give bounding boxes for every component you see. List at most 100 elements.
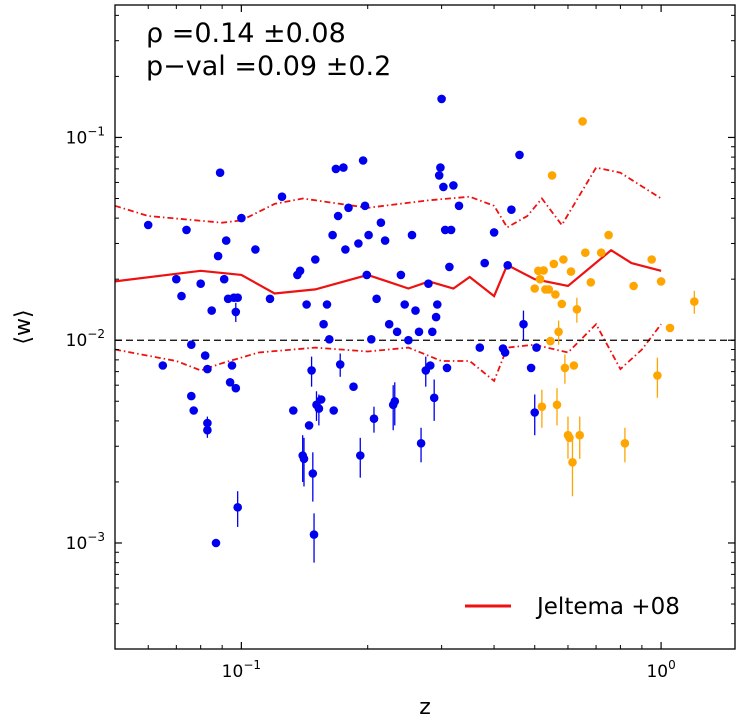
data-point-s1-32 xyxy=(656,277,666,286)
data-point-s0-45 xyxy=(319,319,328,329)
data-point-s1-8 xyxy=(547,171,557,180)
pval-annotation: p−val =0.09 ±0.2 xyxy=(146,51,391,82)
data-point-s0-103 xyxy=(515,150,524,160)
data-point-s1-10 xyxy=(551,290,560,299)
data-point-s0-82 xyxy=(428,327,437,337)
data-point-s0-96 xyxy=(475,343,485,352)
data-point-s0-86 xyxy=(434,171,444,180)
data-point-s0-40 xyxy=(309,530,319,539)
data-point-s0-78 xyxy=(416,439,426,448)
data-point-s0-64 xyxy=(369,414,379,424)
data-point-s0-31 xyxy=(289,406,298,415)
line-upper-bound xyxy=(114,166,662,229)
data-point-s0-14 xyxy=(211,538,221,548)
data-point-s0-21 xyxy=(227,361,237,370)
data-point-s0-71 xyxy=(392,327,402,337)
data-point-s0-87 xyxy=(436,163,445,172)
data-point-s0-72 xyxy=(396,270,406,280)
data-point-s1-7 xyxy=(546,336,555,346)
plot-frame xyxy=(114,4,736,650)
data-point-s0-27 xyxy=(237,213,246,223)
data-point-s1-11 xyxy=(552,400,562,410)
data-point-s0-93 xyxy=(446,225,456,235)
data-point-s0-49 xyxy=(329,406,339,415)
data-point-s0-3 xyxy=(177,291,186,301)
data-point-s0-61 xyxy=(362,270,372,280)
data-point-s0-88 xyxy=(437,94,446,104)
data-point-s0-16 xyxy=(215,168,225,177)
data-point-s0-76 xyxy=(411,306,420,315)
axis-ticks: 10−1 100 10−3 10−2 10−1 xyxy=(66,5,735,682)
data-point-s0-89 xyxy=(439,182,448,192)
data-point-s1-9 xyxy=(549,259,559,269)
legend-label: Jeltema +08 xyxy=(535,594,680,620)
x-tick-label: 100 xyxy=(646,658,675,682)
data-point-s0-50 xyxy=(331,164,341,174)
data-point-s0-107 xyxy=(532,343,541,352)
data-point-s0-11 xyxy=(203,425,212,435)
data-point-s1-34 xyxy=(690,297,699,306)
data-point-s0-84 xyxy=(431,312,441,322)
data-point-s0-60 xyxy=(360,201,370,211)
data-point-s0-77 xyxy=(414,327,424,337)
data-point-s0-47 xyxy=(325,335,334,344)
data-point-s0-90 xyxy=(440,225,450,235)
data-point-s0-83 xyxy=(429,393,439,403)
data-point-s0-30 xyxy=(277,192,287,201)
line-lower-bound xyxy=(114,322,662,383)
data-point-s0-73 xyxy=(400,300,410,309)
data-point-s0-94 xyxy=(449,181,458,190)
data-point-s0-102 xyxy=(507,205,516,214)
data-point-s1-19 xyxy=(568,458,577,467)
y-tick-label: 10−1 xyxy=(66,124,105,148)
data-point-s0-37 xyxy=(304,421,314,430)
data-point-s0-39 xyxy=(308,469,318,478)
data-point-s0-85 xyxy=(433,300,442,309)
data-point-s0-15 xyxy=(213,251,223,261)
data-point-s0-66 xyxy=(376,218,386,227)
data-point-s0-95 xyxy=(454,201,464,211)
data-point-s1-12 xyxy=(554,327,563,337)
data-point-s1-29 xyxy=(629,281,638,291)
data-point-s1-17 xyxy=(565,433,574,443)
x-axis-label: z xyxy=(419,695,431,720)
data-point-s0-17 xyxy=(219,274,229,284)
data-point-s0-18 xyxy=(221,236,231,245)
data-point-s0-35 xyxy=(299,454,309,464)
data-point-s0-80 xyxy=(424,279,433,289)
data-point-s0-44 xyxy=(316,395,326,404)
data-point-s0-1 xyxy=(158,361,168,370)
data-point-s0-75 xyxy=(407,230,417,240)
data-point-s0-98 xyxy=(489,228,499,237)
data-point-s0-56 xyxy=(349,382,358,392)
data-point-s0-91 xyxy=(442,363,452,373)
data-point-s1-25 xyxy=(586,278,596,287)
series-lines xyxy=(114,166,662,383)
data-point-s0-10 xyxy=(203,364,212,374)
data-point-s0-100 xyxy=(500,348,510,357)
data-point-s1-14 xyxy=(559,255,568,264)
data-point-s0-41 xyxy=(311,255,320,264)
data-point-s0-104 xyxy=(519,319,528,329)
data-point-s1-26 xyxy=(596,248,606,257)
data-point-s1-4 xyxy=(539,266,548,275)
y-tick-label: 10−2 xyxy=(66,327,105,351)
data-point-s1-28 xyxy=(620,439,630,448)
y-axis-label: ⟨w⟩ xyxy=(11,309,36,344)
data-point-s1-3 xyxy=(537,402,547,412)
data-point-s1-13 xyxy=(557,299,567,309)
data-point-s0-105 xyxy=(526,363,536,373)
data-point-s0-54 xyxy=(341,245,350,254)
data-point-s0-63 xyxy=(367,335,376,344)
data-point-s1-21 xyxy=(572,305,582,314)
data-point-s0-74 xyxy=(404,335,413,345)
data-point-s0-70 xyxy=(390,397,400,406)
data-point-s0-28 xyxy=(251,245,260,254)
data-point-s0-6 xyxy=(187,340,196,350)
data-point-s0-38 xyxy=(307,366,316,375)
data-point-s1-18 xyxy=(566,267,576,276)
data-point-s0-4 xyxy=(182,225,191,235)
data-point-s0-97 xyxy=(480,258,490,268)
data-point-s1-0 xyxy=(530,284,539,293)
